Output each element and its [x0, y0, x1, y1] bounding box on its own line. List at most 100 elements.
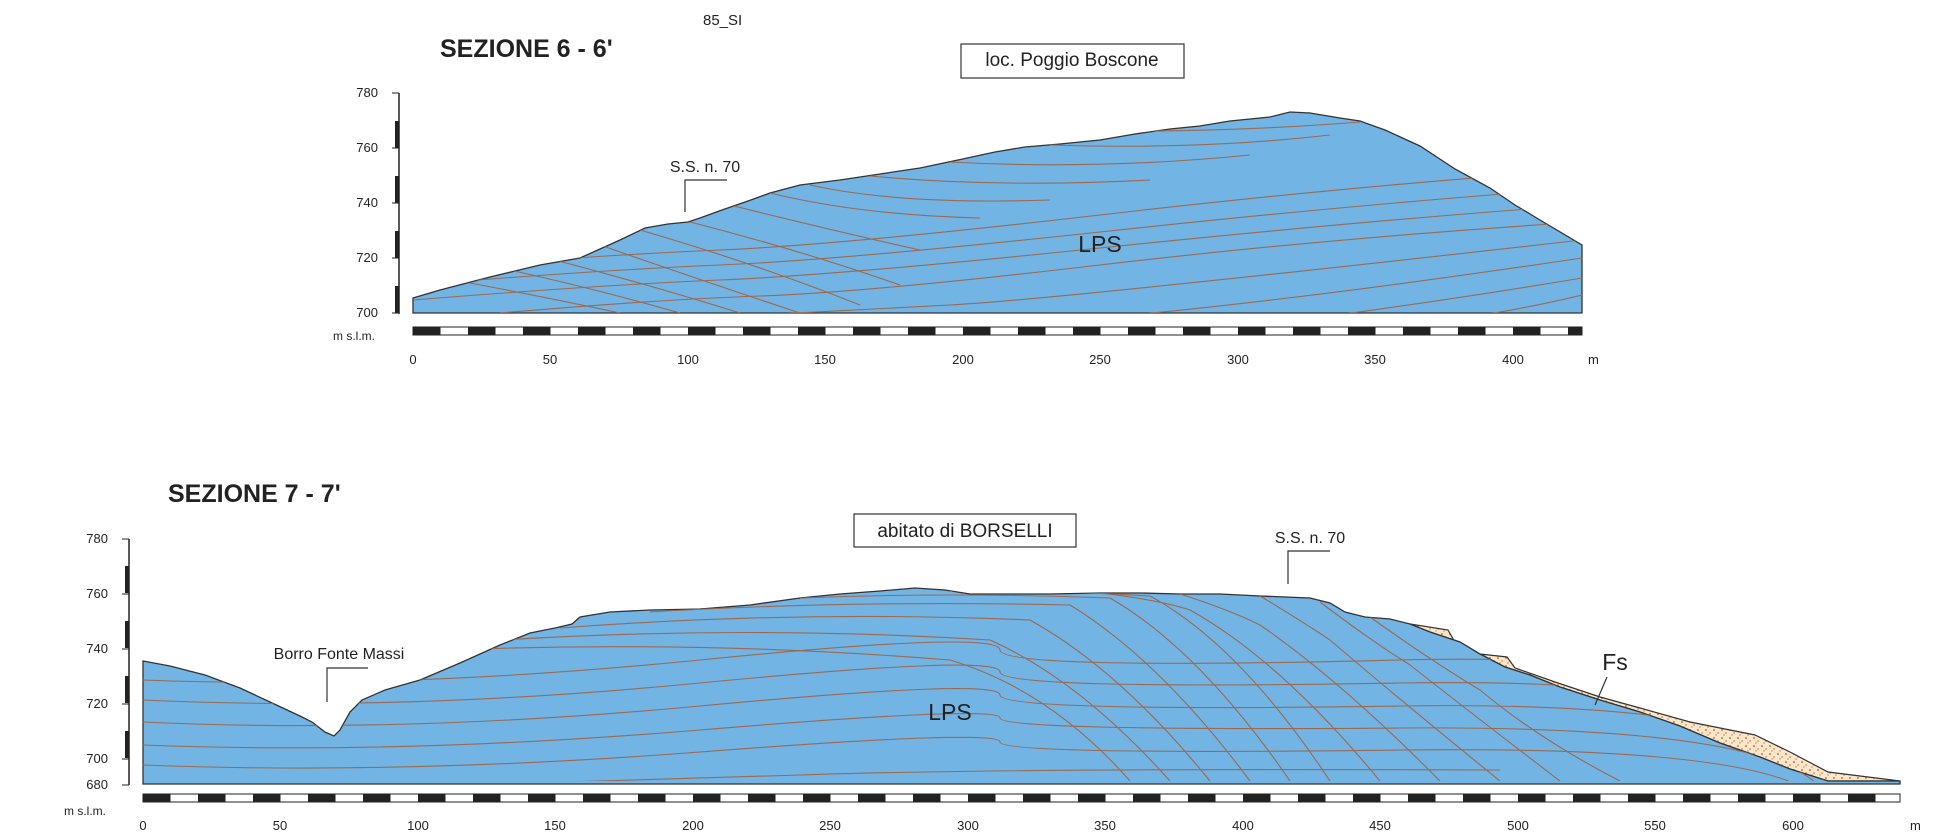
section-7-x-tick: 50	[273, 818, 287, 833]
scale-bar-segment	[743, 327, 771, 335]
scale-bar-segment	[1293, 327, 1321, 335]
section-7-title: SEZIONE 7 - 7'	[168, 480, 341, 508]
section-6-x-axis: 0 50 100 150 200 250 300 350 400 m	[409, 326, 1599, 367]
section-6-y-tick: 720	[356, 250, 378, 265]
scale-bar-segment	[963, 327, 991, 335]
section-6-x-tick: 250	[1089, 352, 1111, 367]
section-7-y-tick: 780	[86, 531, 108, 546]
section-7-x-tick: 500	[1507, 818, 1529, 833]
scale-bar-segment	[418, 794, 446, 802]
section-6-profile	[412, 111, 1583, 314]
section-7-x-tick: 150	[544, 818, 566, 833]
section-6-y-tick: 760	[356, 140, 378, 155]
scale-bar-segment	[1513, 327, 1541, 335]
section-6-bedding	[413, 121, 1582, 313]
scale-bar-segment	[1408, 794, 1436, 802]
section-6-y-tick: 780	[356, 85, 378, 100]
section-7-unit-label: LPS	[928, 699, 971, 725]
section-7-x-axis: 0 50 100 150 200 250 300 350 400 450 500…	[139, 793, 1921, 833]
scale-bar-segment	[853, 327, 881, 335]
scale-bar-segment	[1568, 327, 1582, 335]
section-7-x-tick: 400	[1232, 818, 1254, 833]
scale-bar-segment	[1133, 794, 1161, 802]
scale-bar-segment	[1573, 794, 1601, 802]
scale-bar-segment	[638, 794, 666, 802]
scale-bar-segment	[413, 327, 441, 335]
section-7-x-tick: 550	[1644, 818, 1666, 833]
section-6-title: SEZIONE 6 - 6'	[440, 35, 613, 63]
section-7-deposit-label: Fs	[1602, 649, 1628, 675]
section-6-x-tick: 350	[1364, 352, 1386, 367]
section-6-x-tick: 200	[952, 352, 974, 367]
section-7-x-tick: 300	[957, 818, 979, 833]
section-7-x-tick: 100	[407, 818, 429, 833]
scale-bar-segment	[913, 794, 941, 802]
section-7-road-label: S.S. n. 70	[1275, 530, 1345, 547]
section-6-y-axis: 780 760 740 720 700 m s.l.m.	[333, 85, 400, 343]
section-6-x-tick: 300	[1227, 352, 1249, 367]
scale-bar-segment	[1073, 327, 1101, 335]
scale-bar-segment	[363, 794, 391, 802]
section-7-deposit-leader	[1594, 676, 1608, 706]
scale-bar-segment	[908, 327, 936, 335]
scale-bar-segment	[803, 794, 831, 802]
scale-bar-segment	[1683, 794, 1711, 802]
section-6-x-tick: 100	[677, 352, 699, 367]
scale-bar-segment	[468, 327, 496, 335]
section-7-road-marker	[1287, 550, 1330, 584]
scale-bar-segment	[748, 794, 776, 802]
scale-bar-segment	[858, 794, 886, 802]
scale-bar-segment	[1298, 794, 1326, 802]
scale-bar-segment	[308, 794, 336, 802]
section-7-valley-marker	[326, 667, 368, 702]
section-6-y-tick: 740	[356, 195, 378, 210]
scale-bar-segment	[633, 327, 661, 335]
section-6-locality-box	[960, 43, 1185, 79]
figure-code: 85_SI	[703, 12, 742, 29]
section-6: SEZIONE 6 - 6' loc. Poggio Boscone	[333, 35, 1599, 367]
scale-bar-segment	[583, 794, 611, 802]
scale-bar-segment	[798, 327, 826, 335]
section-6-x-tick: 50	[543, 352, 557, 367]
scale-bar-segment	[1243, 794, 1271, 802]
scale-bar-segment	[1348, 327, 1376, 335]
scale-bar-segment	[1458, 327, 1486, 335]
scale-bar-segment	[253, 794, 281, 802]
section-7-y-tick: 740	[86, 641, 108, 656]
section-6-road-marker	[684, 179, 727, 212]
section-7-x-tick: 200	[682, 818, 704, 833]
scale-bar-segment	[528, 794, 556, 802]
scale-bar-segment	[1018, 327, 1046, 335]
scale-bar-segment	[1463, 794, 1491, 802]
scale-bar-segment	[143, 794, 171, 802]
section-7-y-unit: m s.l.m.	[64, 804, 106, 818]
section-7-y-tick: 720	[86, 696, 108, 711]
scale-bar-segment	[473, 794, 501, 802]
section-7-x-tick: 0	[139, 818, 146, 833]
section-7-x-tick: 450	[1369, 818, 1391, 833]
scale-bar-segment	[198, 794, 226, 802]
scale-bar-segment	[693, 794, 721, 802]
section-7-valley-label: Borro Fonte Massi	[274, 646, 405, 663]
section-7-y-axis: 780 760 740 720 700 680 m s.l.m.	[64, 531, 130, 818]
scale-bar-segment	[1628, 794, 1656, 802]
scale-bar-segment	[968, 794, 996, 802]
scale-bar-segment	[688, 327, 716, 335]
section-7-x-unit: m	[1910, 818, 1921, 833]
section-7-y-tick: 760	[86, 586, 108, 601]
section-6-road-label: S.S. n. 70	[670, 159, 740, 176]
section-7-locality-box	[853, 513, 1077, 548]
scale-bar-segment	[1078, 794, 1106, 802]
section-6-x-tick: 150	[814, 352, 836, 367]
scale-bar-segment	[1518, 794, 1546, 802]
scale-bar-segment	[1023, 794, 1051, 802]
section-6-unit-label: LPS	[1078, 231, 1121, 257]
section-6-locality: loc. Poggio Boscone	[985, 50, 1158, 71]
scale-bar-segment	[1128, 327, 1156, 335]
section-6-y-tick: 700	[356, 305, 378, 320]
section-7-x-tick: 350	[1094, 818, 1116, 833]
section-7-x-tick: 250	[819, 818, 841, 833]
section-6-x-tick: 400	[1502, 352, 1524, 367]
section-6-x-unit: m	[1588, 352, 1599, 367]
